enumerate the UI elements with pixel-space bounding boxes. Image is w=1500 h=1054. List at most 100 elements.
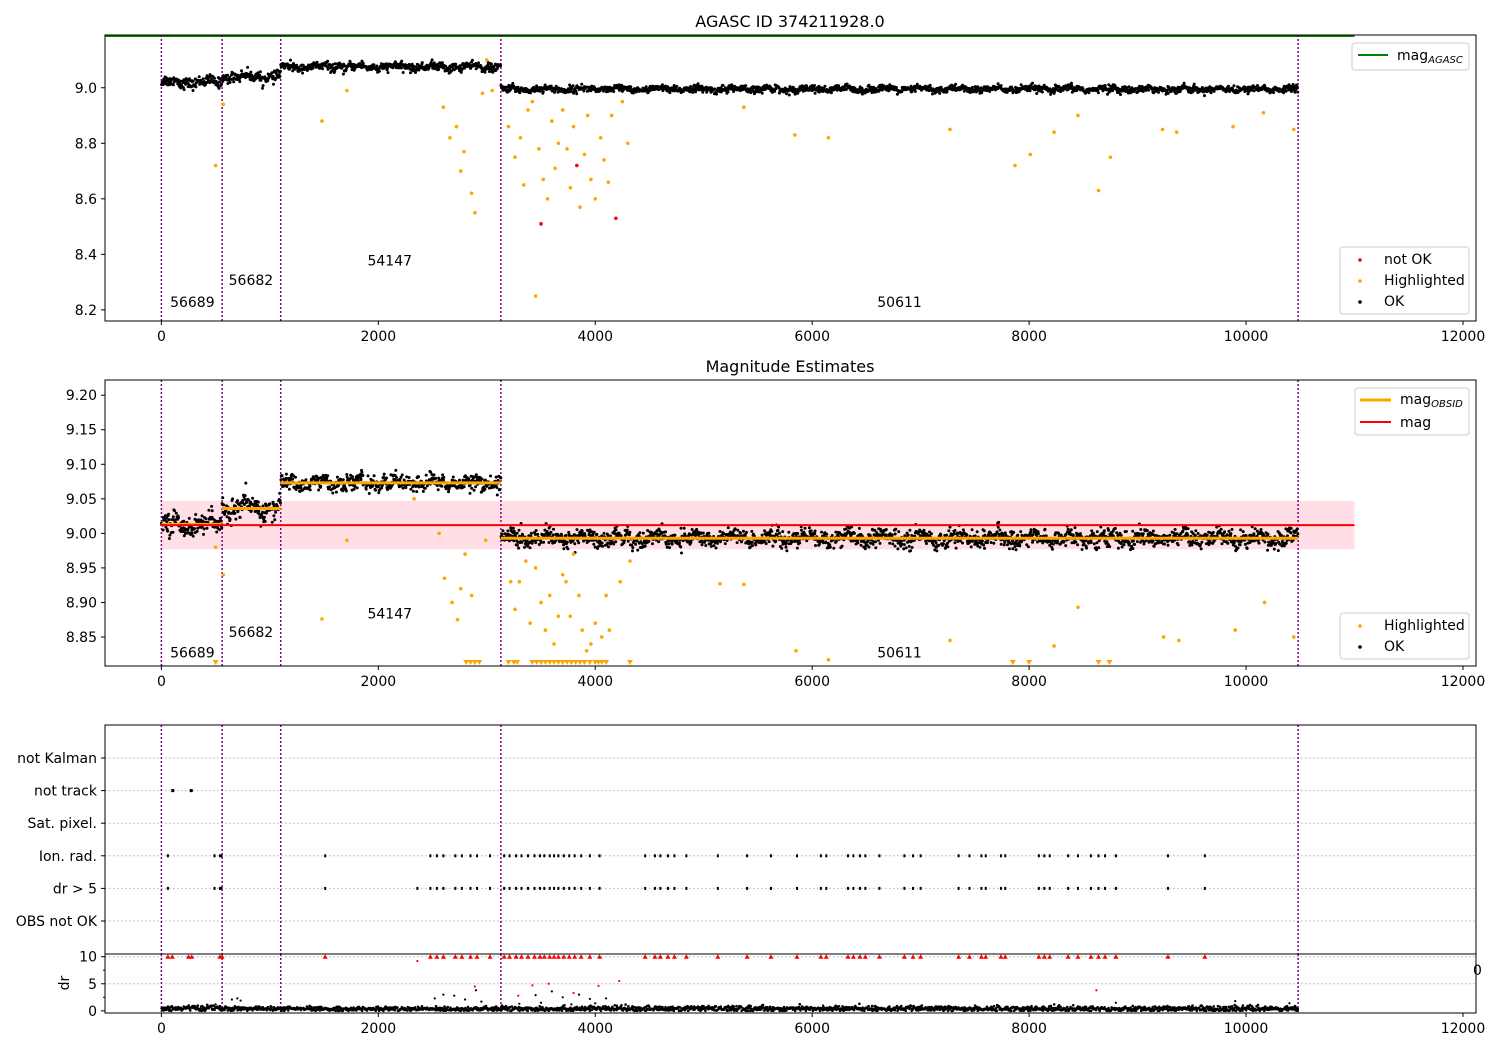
mid-ok-point (736, 541, 739, 544)
mid-ok-point (1103, 529, 1106, 532)
top-ok-point (1041, 91, 1044, 94)
mid-ok-point (1115, 531, 1118, 534)
mid-ok-point (751, 541, 754, 544)
mid-ok-point (796, 532, 799, 535)
mid-ok-point (368, 492, 371, 495)
mid-ok-point (860, 544, 863, 547)
top-ok-point (1193, 83, 1196, 86)
mid-ok-point (628, 531, 631, 534)
mid-ok-point (342, 478, 345, 481)
top-ok-point (1296, 86, 1299, 89)
mid-ok-point (265, 504, 268, 507)
top-ok-point (192, 80, 195, 83)
top-ok-point (971, 86, 974, 89)
mid-ok-point (360, 471, 363, 474)
mid-ok-point (521, 534, 524, 537)
mid-ok-point (353, 488, 356, 491)
top-chart-title: AGASC ID 374211928.0 (695, 12, 884, 31)
mid-ok-point (294, 476, 297, 479)
mid-ok-point (768, 540, 771, 543)
mid-legend-upper: magOBSID mag (1355, 388, 1469, 435)
mid-ok-point (356, 486, 359, 489)
mid-ok-point (1117, 547, 1120, 550)
mid-ok-point (1015, 548, 1018, 551)
mid-ok-point (798, 541, 801, 544)
mid-ok-point (408, 476, 411, 479)
mid-ok-point (1095, 548, 1098, 551)
top-ok-point (963, 90, 966, 93)
mid-ok-point (841, 545, 844, 548)
mid-ok-point (636, 549, 639, 552)
mid-ok-point (1032, 533, 1035, 536)
top-xtick-label: 8000 (1011, 329, 1047, 345)
mid-ok-point (1132, 539, 1135, 542)
mid-ok-point (495, 486, 498, 489)
mid-ok-point (615, 528, 618, 531)
mid-ok-point (781, 530, 784, 533)
mid-ok-point (458, 479, 461, 482)
mid-ok-point (719, 530, 722, 533)
mid-ok-point (900, 540, 903, 543)
mid-ok-point (434, 477, 437, 480)
top-highlighted-point (948, 128, 952, 132)
top-highlighted-point (513, 155, 517, 159)
top-ok-point (400, 67, 403, 70)
mid-ok-point (1097, 546, 1100, 549)
top-ok-point (278, 76, 281, 79)
mid-ok-point (1114, 527, 1117, 530)
mid-ok-point (367, 474, 370, 477)
legend-mag-label: mag (1400, 415, 1431, 431)
mid-ok-point (373, 474, 376, 477)
mid-ok-point (1107, 529, 1110, 532)
mid-ok-point (239, 516, 242, 519)
top-ok-point (675, 85, 678, 88)
mid-ok-point (874, 540, 877, 543)
top-ok-point (788, 94, 791, 97)
mid-ok-point (813, 532, 816, 535)
top-highlighted-point (221, 103, 225, 107)
mid-ok-point (845, 527, 848, 530)
top-ok-point (1035, 92, 1038, 95)
mid-ok-point (221, 496, 224, 499)
legend-mid-ok-marker (1358, 645, 1362, 649)
mid-ok-point (534, 541, 537, 544)
mid-ok-point (583, 532, 586, 535)
mid-ok-point (626, 529, 629, 532)
top-highlighted-point (593, 197, 597, 201)
mid-ok-point (326, 474, 329, 477)
mid-ok-point (268, 502, 271, 505)
mid-ok-point (954, 529, 957, 532)
mid-ok-point (702, 532, 705, 535)
legend-highlighted-marker (1358, 279, 1362, 283)
mid-ok-point (891, 533, 894, 536)
mid-ok-point (257, 501, 260, 504)
mid-ok-point (496, 494, 499, 497)
mid-ok-point (385, 477, 388, 480)
top-ytick-label: 8.6 (75, 192, 97, 208)
mid-chart-title: Magnitude Estimates (706, 357, 875, 376)
mid-ok-point (442, 476, 445, 479)
top-ok-point (218, 81, 221, 84)
top-ytick-label: 9.0 (75, 81, 97, 97)
top-highlighted-point (531, 100, 535, 104)
mid-ok-point (273, 518, 276, 521)
mid-ok-point (382, 476, 385, 479)
mid-ok-point (631, 549, 634, 552)
top-highlighted-point (320, 119, 324, 123)
mid-ok-point (271, 521, 274, 524)
top-ok-point (499, 64, 502, 67)
top-highlighted-point (448, 136, 452, 140)
top-not-ok-point (539, 222, 543, 226)
top-legend-lower: not OK Highlighted OK (1340, 247, 1469, 314)
mid-ok-point (1070, 528, 1073, 531)
mid-ok-point (506, 529, 509, 532)
top-ok-point (1029, 89, 1032, 92)
top-ok-point (240, 69, 243, 72)
mid-ok-point (607, 545, 610, 548)
top-ok-point (316, 61, 319, 64)
mid-ok-point (274, 511, 277, 514)
top-highlighted-point (442, 105, 446, 109)
top-xtick-label: 2000 (361, 329, 397, 345)
top-xtick-label: 10000 (1224, 329, 1269, 345)
top-ok-point (722, 84, 725, 87)
